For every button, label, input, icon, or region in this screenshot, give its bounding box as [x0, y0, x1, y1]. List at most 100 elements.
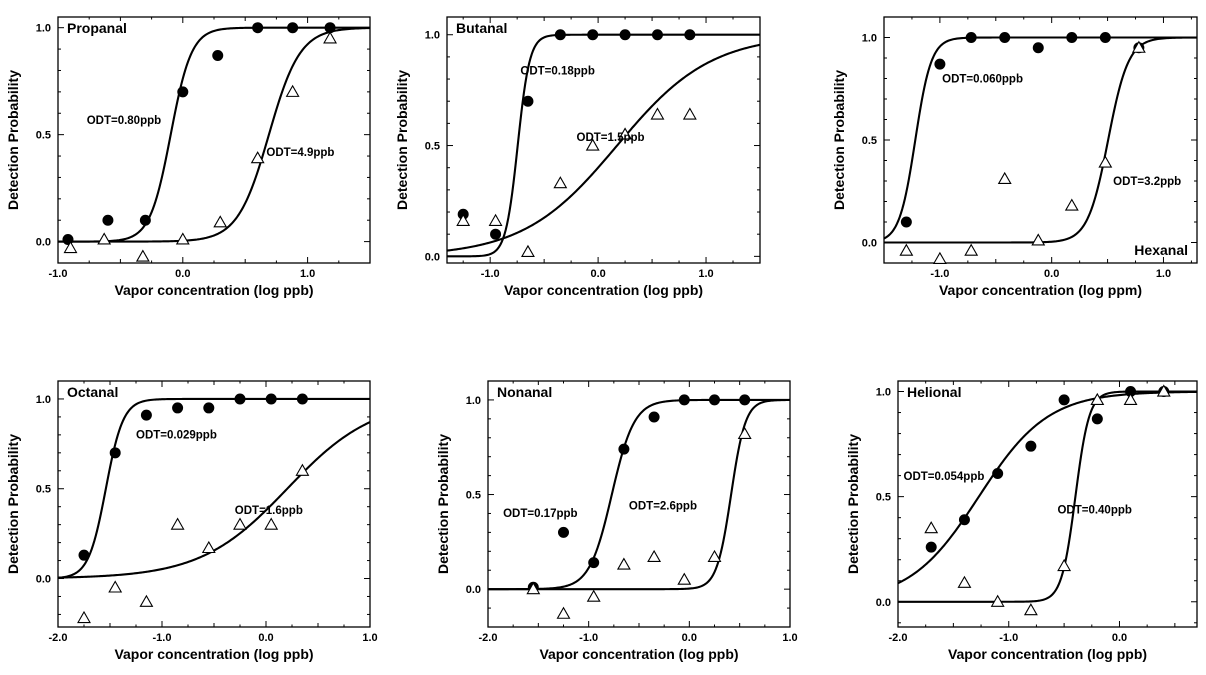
y-tick-label: 0.5: [36, 130, 51, 142]
data-point-circle: [490, 228, 502, 240]
chart-title: Butanal: [456, 20, 507, 36]
data-point-triangle: [170, 517, 185, 530]
data-point-circle: [296, 393, 308, 405]
odt-annotation: ODT=0.18ppb: [520, 66, 594, 78]
data-point-circle: [102, 214, 114, 226]
x-tick-label: -1.0: [49, 268, 68, 280]
data-point-triangle: [77, 610, 91, 624]
x-tick-label: -2.0: [479, 632, 498, 644]
data-point-triangle: [201, 540, 216, 554]
odt-annotation: ODT=0.17ppb: [503, 508, 577, 520]
y-tick-label: 0.5: [876, 492, 891, 504]
data-point-triangle: [957, 575, 972, 588]
odt-annotation: ODT=1.6ppb: [235, 505, 303, 517]
y-tick-label: 1.0: [466, 395, 481, 407]
data-point-triangle: [1123, 392, 1138, 405]
data-point-triangle: [285, 84, 300, 97]
data-point-triangle: [553, 176, 568, 189]
odt-annotation: ODT=0.054ppb: [904, 471, 985, 483]
data-point-circle: [992, 468, 1004, 480]
x-tick-label: -1.0: [930, 268, 949, 280]
fit-curve-open-series: [58, 26, 370, 243]
data-point-triangle: [63, 240, 78, 254]
data-point-triangle: [213, 215, 228, 228]
x-tick-label: -1.0: [579, 632, 598, 644]
x-tick-label: 0.0: [175, 268, 190, 280]
data-point-triangle: [1031, 233, 1046, 246]
y-tick-label: 1.0: [862, 33, 877, 45]
y-tick-label: 1.0: [876, 387, 891, 399]
y-tick-label: 1.0: [36, 23, 51, 35]
x-tick-label: 1.0: [362, 632, 377, 644]
odt-annotation: ODT=1.5ppb: [577, 132, 645, 144]
y-tick-label: 0.5: [862, 135, 877, 147]
data-point-circle: [265, 393, 277, 405]
x-axis-label: Vapor concentration (log ppb): [114, 646, 313, 662]
chart-title: Propanal: [67, 20, 127, 36]
chart-panel-propanal: -1.0 0.0 1.0 0.0 0.5 1.0 Vapor concentration (…: [5, 16, 371, 298]
data-point-circle: [648, 411, 660, 423]
data-point-triangle: [250, 151, 265, 164]
x-axis-label: Vapor concentration (log ppb): [114, 282, 313, 298]
data-point-triangle: [707, 549, 722, 563]
y-tick-label: 0.5: [466, 490, 481, 502]
x-tick-label: -1.0: [999, 632, 1018, 644]
x-tick-label: 1.0: [1156, 268, 1171, 280]
data-point-triangle: [1090, 392, 1105, 405]
x-axis-label: Vapor concentration (log ppb): [948, 646, 1147, 662]
data-point-triangle: [526, 582, 541, 595]
data-point-circle: [212, 50, 224, 62]
data-point-triangle: [488, 213, 503, 226]
fit-curve-open-series: [58, 421, 370, 579]
fit-curve-filled-series: [898, 390, 1197, 585]
data-point-triangle: [1023, 603, 1038, 616]
data-point-circle: [678, 394, 690, 406]
odt-annotation: ODT=3.2ppb: [1113, 176, 1181, 188]
chart-panel-hexanal: -1.0 0.0 1.0 0.0 0.5 1.0 Vapor concentration (…: [831, 16, 1198, 298]
data-point-circle: [684, 29, 696, 41]
chart-title: Hexanal: [1134, 242, 1188, 258]
x-tick-label: -2.0: [49, 632, 68, 644]
data-point-triangle: [233, 517, 247, 530]
fit-curve-open-series: [447, 43, 760, 252]
data-point-triangle: [323, 31, 338, 44]
data-point-circle: [925, 541, 937, 553]
x-tick-label: 0.0: [1112, 632, 1127, 644]
data-point-circle: [934, 58, 946, 70]
data-point-triangle: [616, 557, 631, 570]
fit-curve-open-series: [898, 390, 1197, 603]
y-tick-label: 0.0: [862, 238, 877, 250]
y-tick-label: 0.0: [876, 597, 891, 609]
data-point-circle: [1091, 413, 1103, 425]
odt-annotation: ODT=0.060ppb: [942, 74, 1023, 86]
x-tick-label: -1.0: [153, 632, 172, 644]
data-point-circle: [709, 394, 720, 406]
data-point-triangle: [139, 594, 154, 607]
y-axis-label: Detection Probability: [394, 70, 410, 210]
fit-curve-filled-series: [447, 33, 760, 258]
data-point-triangle: [682, 107, 697, 120]
plot-frame: [897, 380, 1198, 628]
data-point-circle: [203, 402, 215, 414]
data-point-triangle: [899, 243, 914, 256]
data-point-circle: [78, 549, 90, 561]
x-tick-label: -1.0: [481, 268, 500, 280]
chart-title: Nonanal: [497, 384, 552, 400]
data-point-circle: [1099, 32, 1111, 43]
data-point-triangle: [964, 243, 979, 256]
fit-curve-open-series: [488, 398, 790, 591]
x-tick-label: 0.0: [258, 632, 273, 644]
data-point-triangle: [175, 232, 190, 245]
data-point-circle: [139, 214, 151, 226]
chart-panel-helional: -2.0 -1.0 0.0 0.0 0.5 1.0 Vapor concentration …: [845, 380, 1198, 662]
data-point-triangle: [924, 521, 939, 534]
fit-curve-filled-series: [58, 26, 370, 243]
data-point-triangle: [618, 127, 633, 140]
x-tick-label: 0.0: [590, 268, 605, 280]
x-axis-label: Vapor concentration (log ppm): [939, 282, 1142, 298]
data-point-circle: [140, 409, 152, 421]
data-point-triangle: [647, 549, 662, 563]
data-point-triangle: [650, 107, 665, 120]
data-point-triangle: [1098, 155, 1113, 168]
